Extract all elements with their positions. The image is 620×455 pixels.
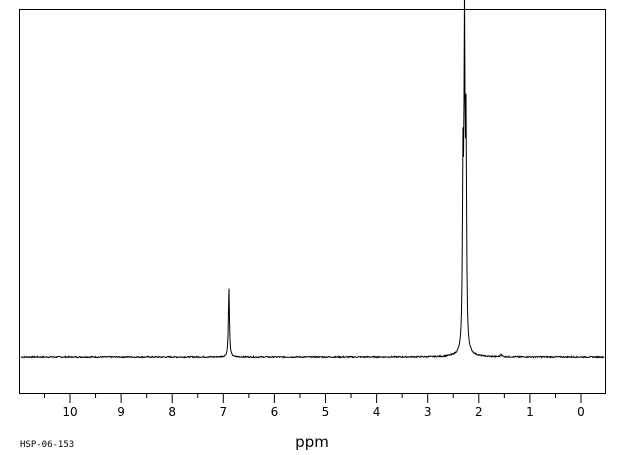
x-axis-title: ppm xyxy=(295,433,329,451)
x-axis-minor-ticks xyxy=(43,393,556,398)
plot-frame xyxy=(19,9,606,394)
tick-label: 10 xyxy=(62,405,77,419)
tick-label: 9 xyxy=(117,405,125,419)
peak-markers xyxy=(228,0,502,354)
sample-id-label: HSP-06-153 xyxy=(20,440,74,450)
tick-label: 1 xyxy=(526,405,534,419)
tick-label: 4 xyxy=(373,405,381,419)
tick-label: 6 xyxy=(271,405,279,419)
tick-label: 0 xyxy=(577,405,585,419)
x-axis-major-ticks xyxy=(69,393,582,403)
tick-label: 3 xyxy=(424,405,432,419)
peak-point xyxy=(228,286,230,288)
tick-label: 5 xyxy=(322,405,330,419)
x-axis-tick-labels: 10 9 8 7 6 5 4 3 2 1 0 xyxy=(62,405,584,419)
tick-label: 7 xyxy=(219,405,227,419)
tick-label: 2 xyxy=(475,405,483,419)
spectrum-trace xyxy=(20,0,605,359)
tick-label: 8 xyxy=(168,405,176,419)
